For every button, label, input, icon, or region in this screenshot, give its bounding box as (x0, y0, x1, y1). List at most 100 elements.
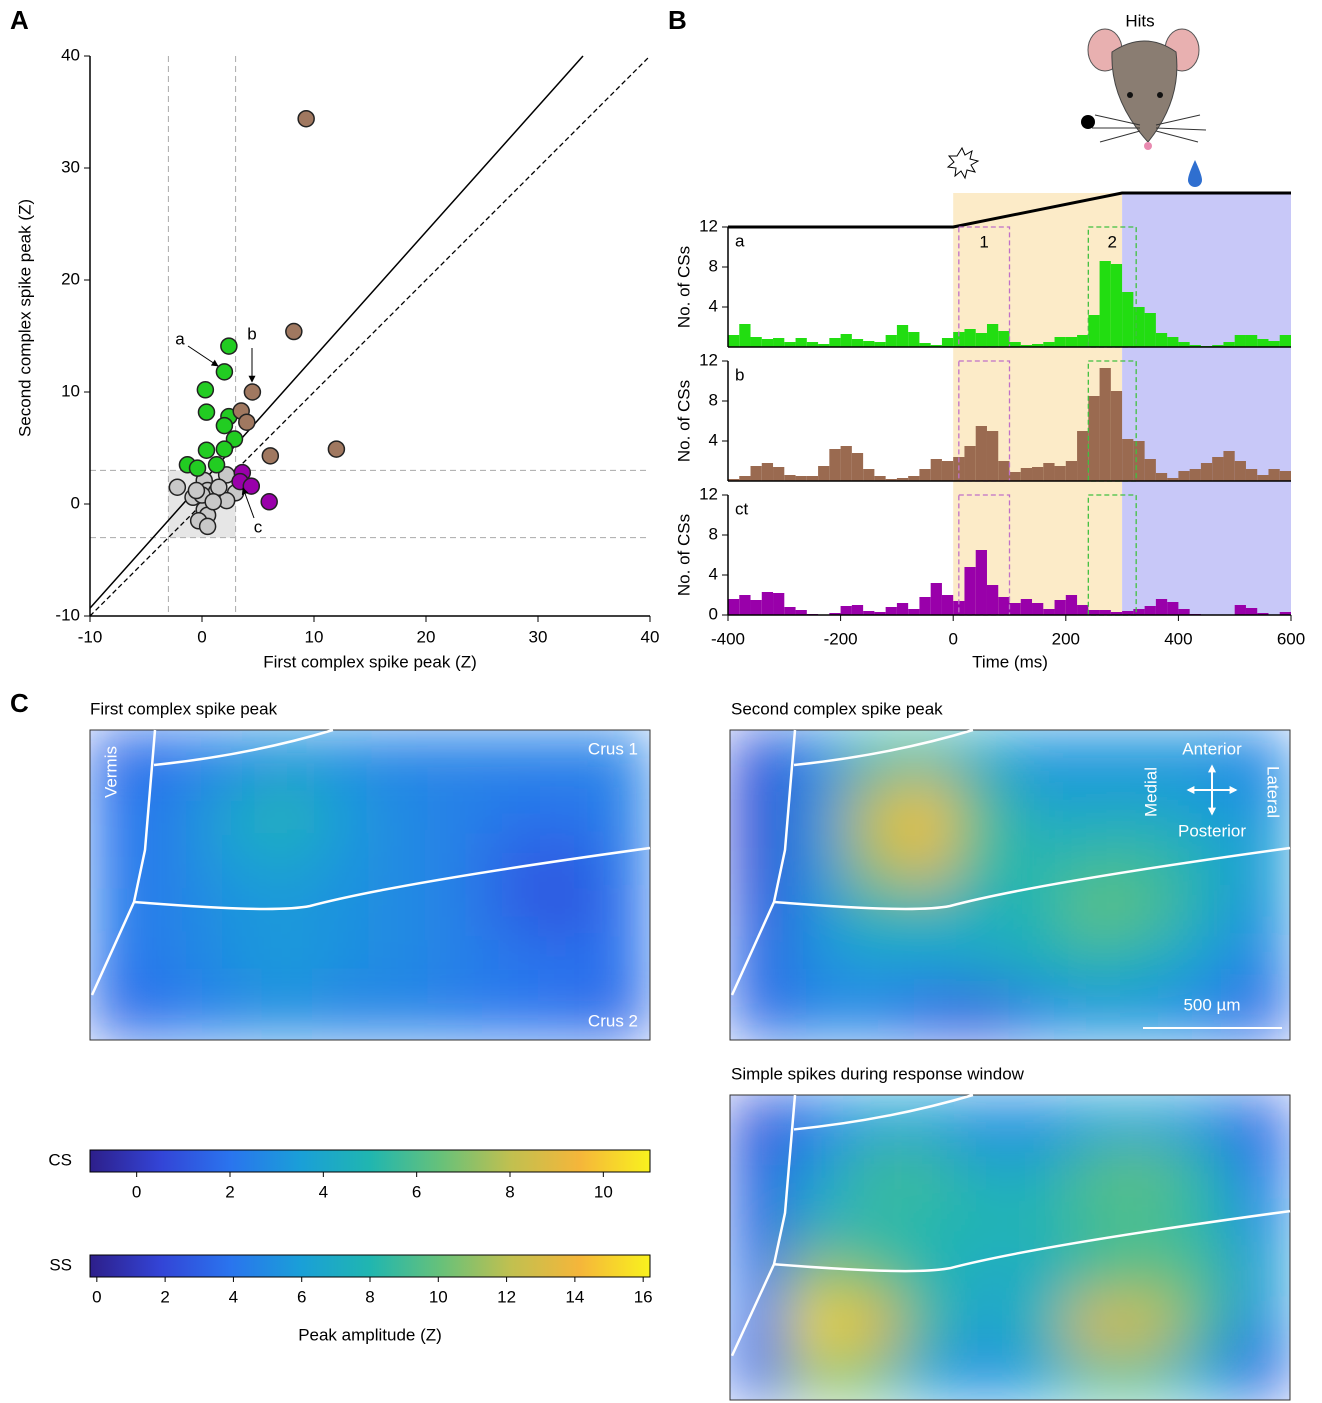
heatmap-cell (1010, 936, 1067, 989)
heatmap-cell (1010, 1145, 1067, 1198)
heatmap-cell (842, 1095, 899, 1147)
x-tick-label: 0 (197, 627, 206, 646)
heatmap-cell (1010, 1349, 1067, 1401)
heatmap-cell (1178, 1247, 1235, 1299)
hist-bar (1223, 342, 1235, 347)
hist-bar (1200, 463, 1213, 481)
hist-bar (728, 479, 740, 481)
subplot-label: ct (735, 499, 749, 518)
hist-bar (728, 599, 740, 615)
hist-bar (761, 463, 774, 481)
heatmap-cell (1066, 781, 1123, 834)
region-boundary (133, 846, 651, 911)
heatmap-cell (202, 936, 259, 989)
heatmap-cell (1234, 1145, 1291, 1198)
hist-bar (1088, 396, 1100, 481)
hist-bar (1245, 608, 1258, 615)
hist-bar (1122, 611, 1134, 615)
colorbar-tick-label: 4 (229, 1287, 238, 1306)
heatmap-cell (786, 1145, 843, 1198)
hist-bar (795, 338, 807, 347)
hist-bar (739, 595, 751, 615)
hist-bar (728, 335, 740, 347)
heatmap-cell (954, 936, 1011, 989)
annotation-arrow (241, 487, 255, 519)
annotation-arrow (187, 345, 219, 367)
hist-bar (806, 342, 819, 347)
time-region (1122, 193, 1291, 615)
heatmap-cell (370, 988, 427, 1041)
panel-label: B (668, 5, 687, 35)
hist-bar (761, 339, 774, 347)
heatmap-cell (314, 988, 371, 1041)
heatmap-cell (258, 885, 315, 938)
heatmap-cell (898, 1298, 955, 1350)
x-tick-label: 40 (641, 627, 660, 646)
heatmap-cell (1234, 1196, 1291, 1248)
heatmap-cell (258, 833, 315, 886)
hist-bar (1088, 315, 1100, 347)
heatmap-cell (842, 781, 899, 834)
hist-bar (784, 607, 796, 615)
hist-bar (1032, 603, 1044, 615)
heatmap-cell (1010, 730, 1067, 783)
hist-bar (1189, 345, 1201, 347)
hist-bar (1065, 337, 1078, 347)
heatmap-cell (786, 936, 843, 989)
hist-bar (1032, 344, 1044, 347)
x-axis-label: Time (ms) (972, 652, 1048, 671)
colorbar-tick-label: 6 (297, 1287, 306, 1306)
hist-bar (761, 592, 774, 615)
heatmap-cell (954, 1196, 1011, 1248)
region-boundary (90, 729, 157, 996)
y-axis-label: No. of CSs (674, 380, 693, 462)
point (215, 440, 234, 458)
point (188, 459, 207, 477)
hist-bar (840, 334, 852, 347)
hist-bar (1144, 313, 1156, 347)
hist-bar (1133, 307, 1145, 347)
hist-bar (998, 461, 1010, 481)
hist-bar (773, 593, 785, 615)
point (187, 481, 206, 500)
hist-bar (1110, 391, 1123, 481)
heatmap-cell (146, 781, 203, 834)
hist-bar (998, 597, 1010, 615)
heatmap-cell (786, 781, 843, 834)
colorbar (89, 1254, 651, 1278)
heatmap-cell (202, 988, 259, 1041)
y-tick-label: 8 (709, 390, 718, 409)
heatmap-cell (482, 833, 539, 886)
heatmap-cell (258, 936, 315, 989)
heatmap-cell (1122, 1196, 1179, 1248)
heatmap-cell (842, 1298, 899, 1350)
heatmap-cell (1122, 833, 1179, 886)
hist-bar (1077, 335, 1089, 347)
heatmap-frame (729, 1094, 1291, 1401)
heatmap-cell (314, 730, 371, 783)
hist-bar (851, 605, 864, 615)
heatmap-cell (482, 781, 539, 834)
hist-bar (1099, 368, 1111, 481)
heatmap-cell (1178, 730, 1235, 783)
hist-bar (1167, 478, 1179, 481)
point (215, 363, 234, 381)
x-tick-label: 600 (1277, 629, 1305, 648)
heatmap (730, 1095, 1291, 1401)
point (243, 383, 262, 401)
hist-bar (1122, 439, 1134, 481)
reward-icon (1188, 160, 1202, 187)
hist-bar (908, 332, 920, 347)
y-tick-label: 0 (709, 604, 718, 623)
heatmap-cell (594, 730, 651, 783)
heatmap-cell (954, 833, 1011, 886)
annotation: a (175, 329, 185, 348)
heatmap-cell (482, 936, 539, 989)
hist-bar (750, 337, 762, 347)
hist-bar (1178, 342, 1190, 347)
heatmap-cell (1066, 1247, 1123, 1299)
heatmap-cell (730, 988, 787, 1041)
region-boundary (793, 728, 974, 767)
x-tick-label: 10 (305, 627, 324, 646)
heatmap-cell (594, 988, 651, 1041)
